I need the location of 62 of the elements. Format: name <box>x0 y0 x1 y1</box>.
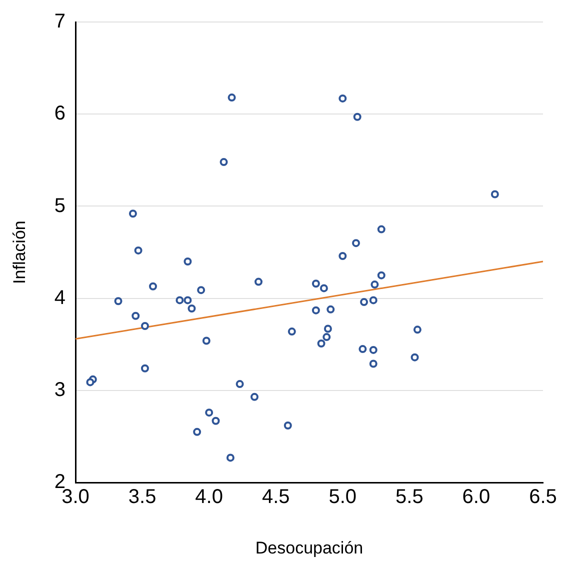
point <box>490 190 499 198</box>
point <box>370 280 379 289</box>
point <box>134 246 142 254</box>
point <box>284 421 292 430</box>
y-tick-label: 4 <box>54 286 66 309</box>
x-tick-label: 5.5 <box>396 486 424 508</box>
point <box>317 340 326 348</box>
point <box>413 326 422 334</box>
point <box>236 380 244 388</box>
x-tick-label: 4.0 <box>195 486 223 508</box>
y-tick-label: 3 <box>54 378 66 401</box>
point <box>312 306 320 314</box>
point <box>320 284 328 292</box>
point <box>410 353 419 362</box>
point <box>184 258 192 266</box>
point <box>220 158 228 166</box>
point <box>312 280 320 288</box>
point <box>176 296 184 304</box>
point <box>352 239 360 248</box>
x-tick-label: 6.5 <box>529 486 557 508</box>
point <box>338 252 347 260</box>
point <box>140 364 149 372</box>
point <box>202 336 210 345</box>
point <box>228 94 236 102</box>
point <box>212 416 220 425</box>
point <box>369 360 378 368</box>
y-tick-label: 6 <box>54 102 66 125</box>
point <box>114 297 122 306</box>
x-tick-label: 6.0 <box>462 486 490 508</box>
x-tick-label: 3.0 <box>62 486 90 508</box>
point <box>377 271 386 280</box>
x-tick-label: 3.5 <box>128 486 156 508</box>
y-tick-label: 5 <box>54 194 66 217</box>
x-tick-label: 5.0 <box>328 486 357 508</box>
y-tick-label: 7 <box>54 10 66 33</box>
point <box>360 298 368 306</box>
point <box>250 392 258 401</box>
point <box>322 333 331 342</box>
point <box>369 346 378 354</box>
point <box>140 322 149 330</box>
point <box>188 304 196 312</box>
x-axis-title: Desocupación <box>255 538 364 558</box>
point <box>338 94 347 102</box>
point <box>353 112 362 121</box>
point <box>148 282 157 290</box>
point <box>197 286 206 294</box>
point <box>205 408 214 417</box>
point <box>358 345 367 354</box>
point <box>193 428 202 436</box>
point <box>184 296 192 304</box>
point <box>377 225 386 234</box>
x-tick-label: 4.5 <box>262 486 290 508</box>
point <box>254 278 263 286</box>
point <box>324 324 332 333</box>
point <box>132 312 140 320</box>
point <box>128 210 137 218</box>
point <box>326 305 335 314</box>
point <box>226 454 234 462</box>
point <box>86 378 94 386</box>
point <box>369 296 378 304</box>
point <box>288 328 296 336</box>
y-axis-title: Inflación <box>10 220 29 284</box>
